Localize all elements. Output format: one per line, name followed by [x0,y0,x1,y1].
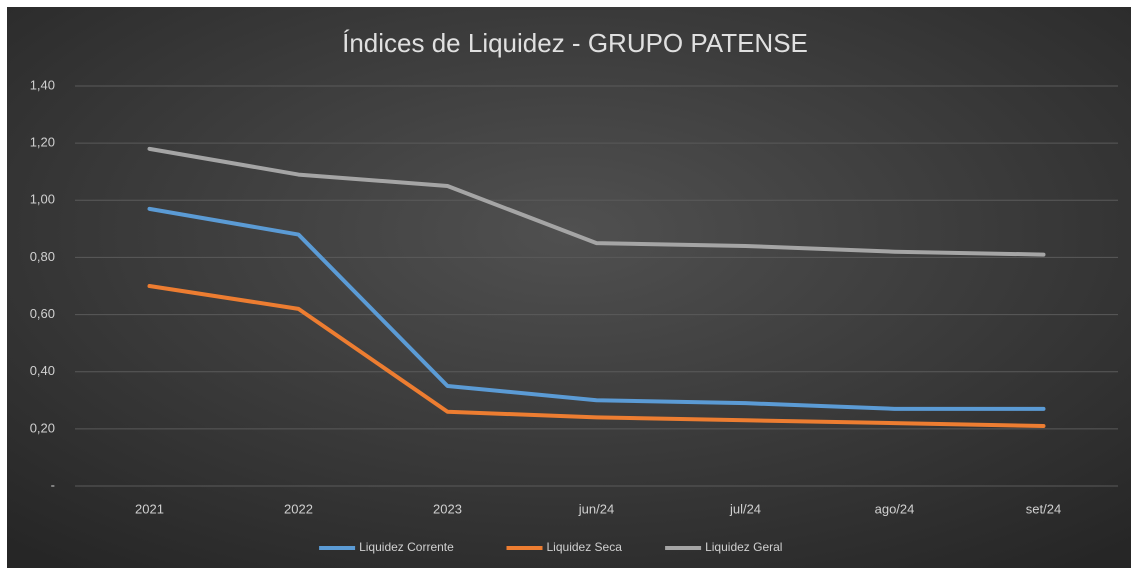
x-tick-label: set/24 [1026,501,1061,516]
legend-label: Liquidez Geral [705,540,782,554]
series-line [147,146,1046,257]
x-tick-label: 2022 [284,501,313,516]
series-line [147,284,1046,428]
x-tick-label: 2021 [135,501,164,516]
series-line [147,206,1046,411]
y-tick-label: 1,40 [30,77,55,92]
x-tick-label: jul/24 [729,501,761,516]
y-tick-label: - [51,477,55,492]
x-tick-label: 2023 [433,501,462,516]
y-tick-label: 0,80 [30,249,55,264]
chart-background [7,7,1131,568]
chart-title: Índices de Liquidez - GRUPO PATENSE [342,28,808,58]
y-tick-label: 0,40 [30,363,55,378]
legend-label: Liquidez Corrente [359,540,454,554]
y-tick-label: 0,20 [30,420,55,435]
legend-label: Liquidez Seca [547,540,623,554]
x-tick-label: ago/24 [875,501,915,516]
y-tick-label: 0,60 [30,306,55,321]
x-tick-label: jun/24 [578,501,614,516]
y-tick-label: 1,20 [30,135,55,150]
y-tick-label: 1,00 [30,192,55,207]
